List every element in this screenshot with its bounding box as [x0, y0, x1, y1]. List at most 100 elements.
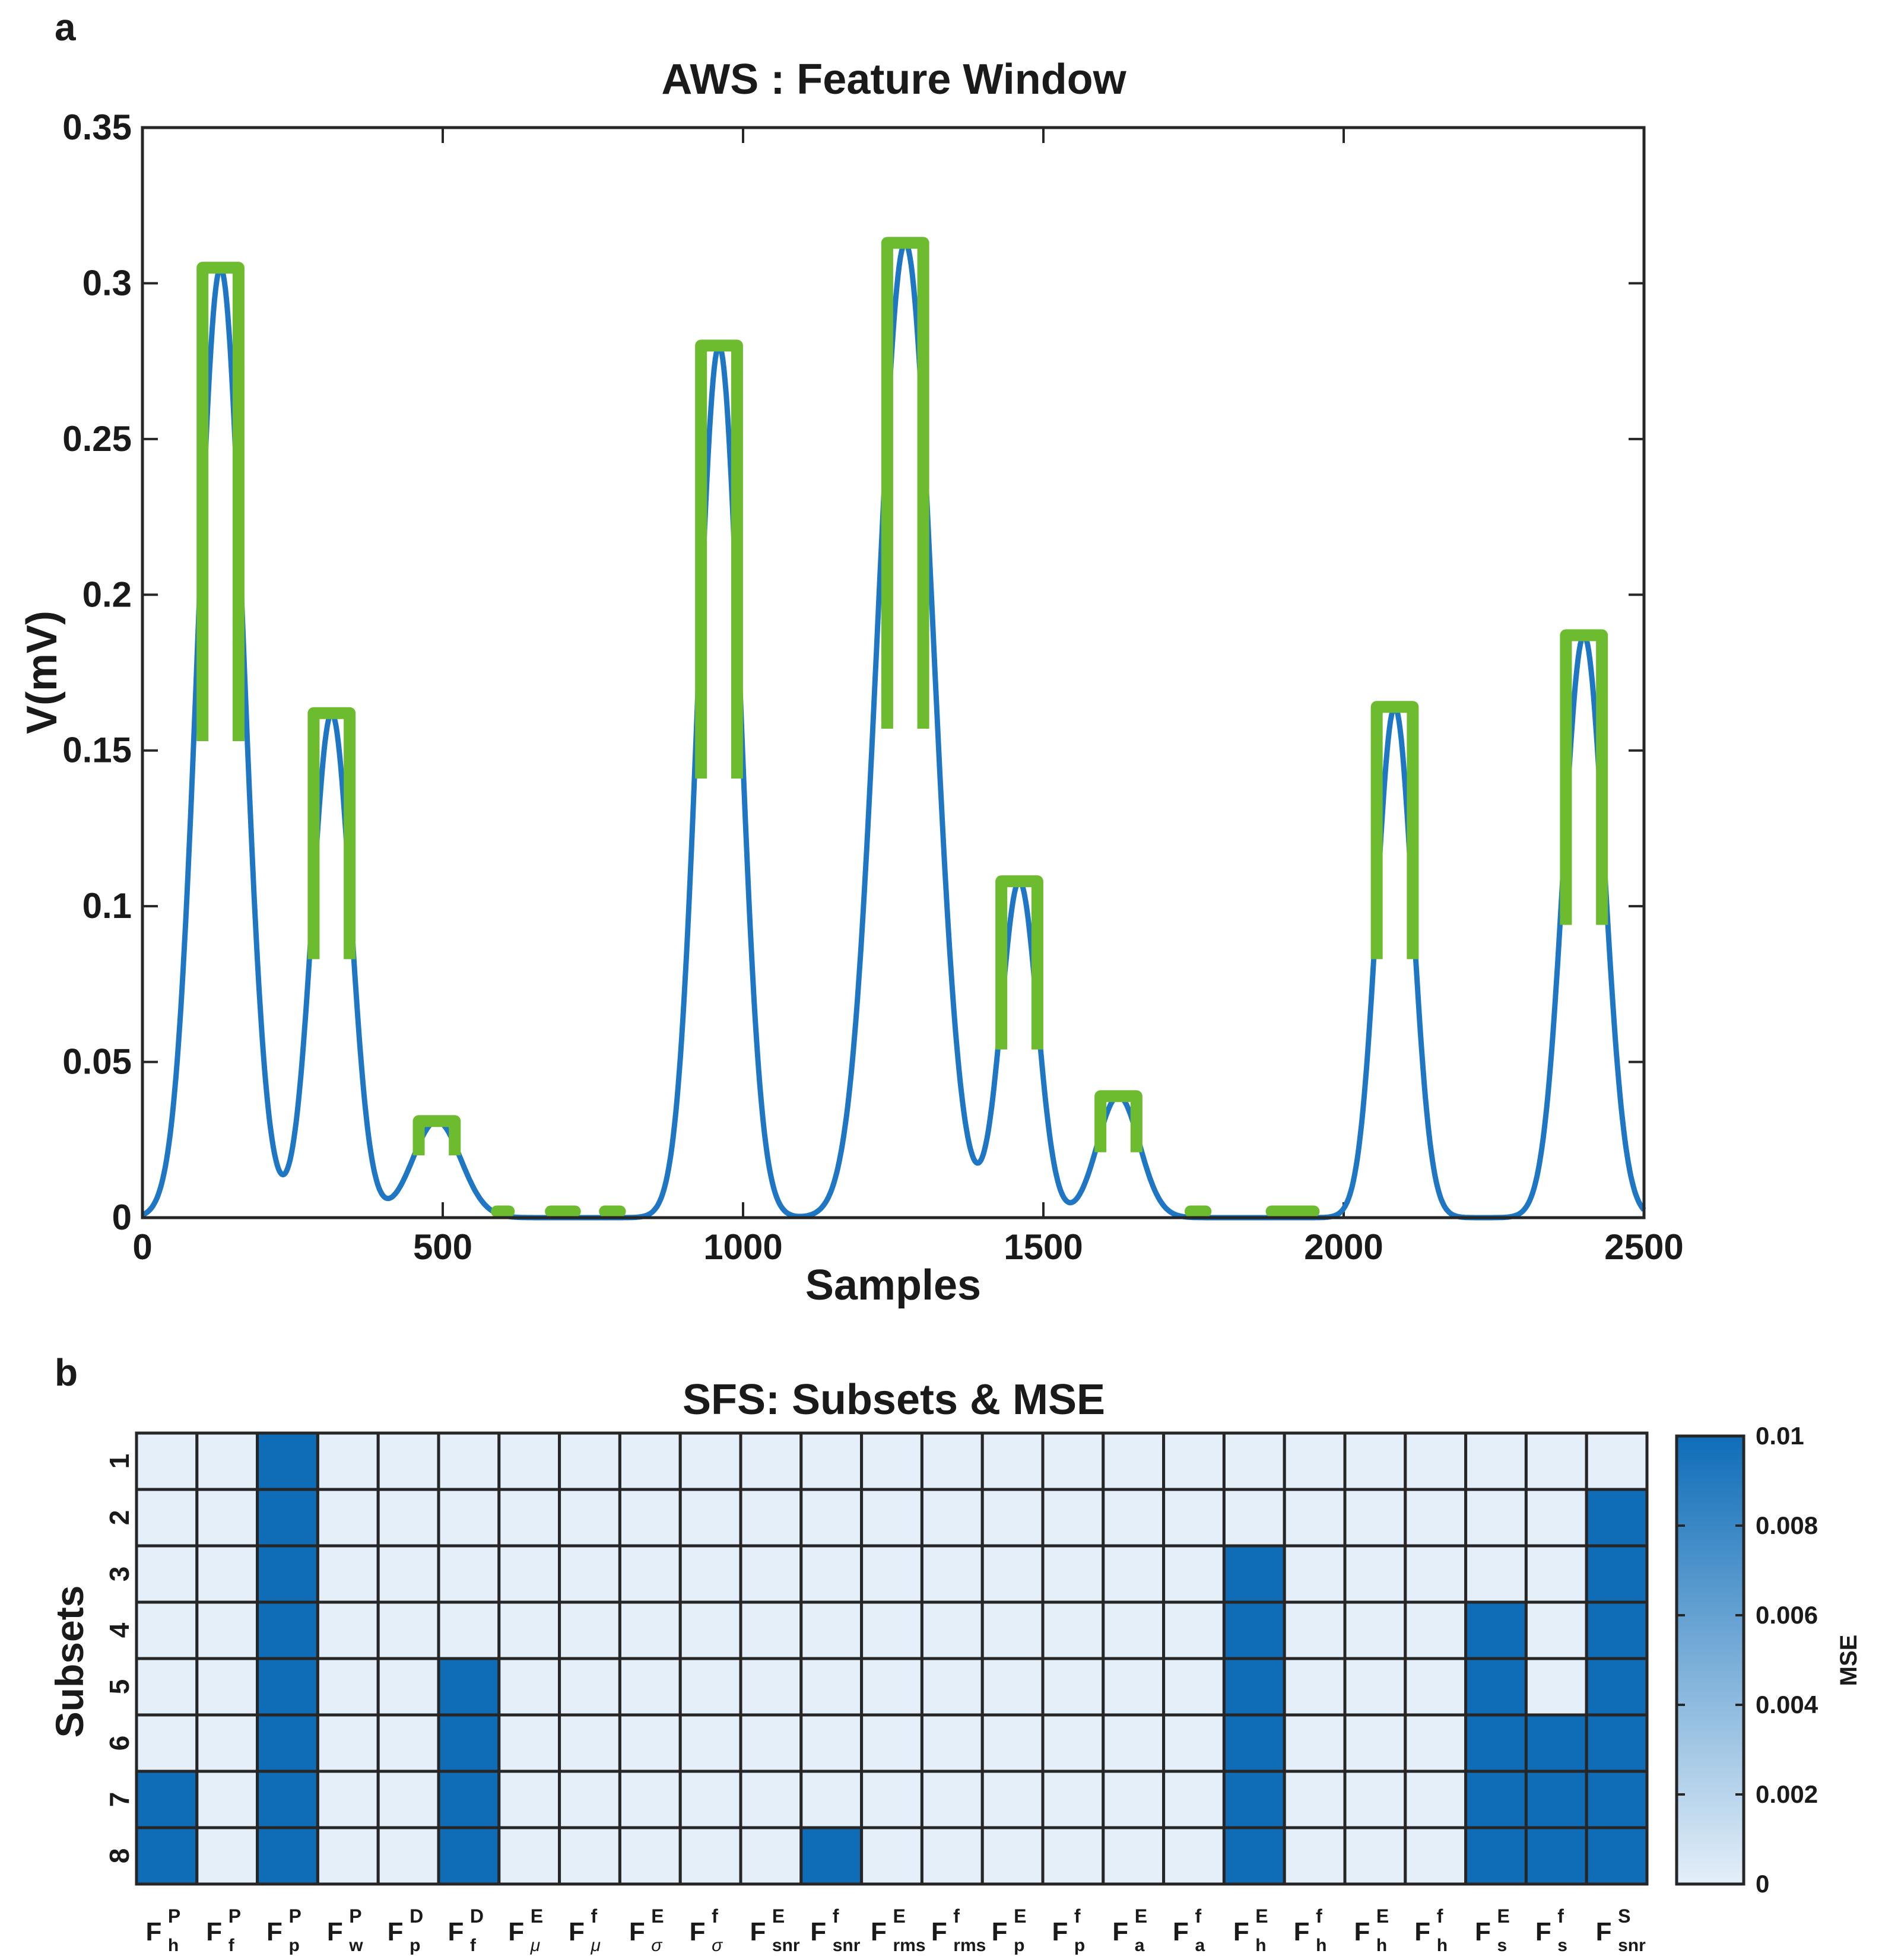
heatmap-cell [1343, 1713, 1407, 1773]
column-label-sub: snr [1618, 1936, 1646, 1955]
heatmap-cell [558, 1657, 621, 1717]
heatmap-cell [1404, 1600, 1468, 1660]
heatmap-cell [618, 1544, 682, 1604]
heatmap-cell [1283, 1544, 1347, 1604]
heatmap-cell [739, 1600, 803, 1660]
chart-a-xlabel: Samples [805, 1262, 981, 1309]
column-label-sub: rms [893, 1936, 926, 1955]
column-label-sub: h [1255, 1936, 1266, 1955]
heatmap-cell [376, 1488, 440, 1548]
column-label-sup: f [591, 1905, 598, 1927]
heatmap-column-label: Ffh [1294, 1905, 1327, 1955]
heatmap-cell [799, 1431, 864, 1491]
heatmap-cell [678, 1657, 742, 1717]
heatmap-cell [1524, 1544, 1588, 1604]
heatmap-cell [1283, 1488, 1347, 1548]
heatmap-cell [497, 1600, 561, 1660]
feature-window [881, 237, 929, 729]
column-label-base: F [508, 1917, 524, 1946]
heatmap-cell [558, 1544, 621, 1604]
x-tick-label: 1000 [703, 1227, 782, 1267]
column-label-sup: D [470, 1905, 484, 1927]
column-label-base: F [569, 1917, 585, 1946]
column-label-base: F [750, 1917, 766, 1946]
heatmap-cell [1343, 1770, 1407, 1829]
heatmap-row-label: 2 [104, 1510, 135, 1526]
heatmap-cell [980, 1770, 1045, 1829]
heatmap-cell [195, 1544, 259, 1604]
column-label-sup: P [228, 1905, 241, 1927]
heatmap-column-label: FEμ [508, 1905, 543, 1955]
column-label-sub: h [1376, 1936, 1387, 1955]
heatmap-column-label: FEa [1112, 1905, 1147, 1955]
heatmap-row-label: 4 [104, 1622, 135, 1638]
column-label-sup: P [168, 1905, 180, 1927]
heatmap-cell [980, 1657, 1045, 1717]
heatmap-row-labels: 1 2 3 4 5 6 7 8 [104, 1454, 135, 1864]
heatmap-cell [678, 1431, 742, 1491]
heatmap-cell [497, 1713, 561, 1773]
heatmap-cell [1343, 1657, 1407, 1717]
heatmap-cell [376, 1431, 440, 1491]
heatmap-cell [1102, 1826, 1166, 1886]
heatmap-cell [799, 1657, 864, 1717]
x-tick-label: 2000 [1304, 1227, 1383, 1267]
heatmap-cell [980, 1713, 1045, 1773]
heatmap-cell [860, 1600, 923, 1660]
column-label-base: F [1414, 1917, 1430, 1946]
heatmap-cell [920, 1431, 984, 1491]
colorbar-tick-label: 0.01 [1756, 1422, 1804, 1450]
heatmap-cell [739, 1544, 803, 1604]
column-label-sub: p [1074, 1936, 1085, 1955]
heatmap-cell [1524, 1770, 1588, 1829]
heatmap-column-label: FDp [388, 1905, 424, 1955]
heatmap-column-label: FDf [448, 1905, 484, 1955]
panel-b-letter: b [55, 1351, 78, 1394]
column-label-sup: f [953, 1905, 960, 1927]
heatmap-cell [1404, 1431, 1468, 1491]
heatmap-cell [860, 1488, 923, 1548]
heatmap-cell [1343, 1826, 1407, 1886]
heatmap-cell [739, 1826, 803, 1886]
heatmap-cell [739, 1770, 803, 1829]
heatmap-cell [316, 1544, 380, 1604]
heatmap-cell [1404, 1770, 1468, 1829]
column-label-base: F [1052, 1917, 1068, 1946]
heatmap-cell [1102, 1488, 1166, 1548]
heatmap-cell [135, 1770, 199, 1829]
colorbar-tick-label: 0.002 [1756, 1780, 1818, 1808]
heatmap-cell [1041, 1770, 1105, 1829]
chart-a-tick-labels: 0 500 1000 1500 2000 2500 0 0.05 0.1 0.15 0.2 0.25 0… [62, 107, 1684, 1267]
heatmap-cell [1404, 1713, 1468, 1773]
heatmap-cell [437, 1600, 501, 1660]
heatmap-cell [1464, 1770, 1528, 1829]
heatmap-cell [920, 1826, 984, 1886]
column-label-sup: f [1074, 1905, 1081, 1927]
column-label-sup: E [1255, 1905, 1268, 1927]
heatmap-cell [1222, 1713, 1286, 1773]
heatmap-cell [135, 1600, 199, 1660]
heatmap-cell [1162, 1657, 1226, 1717]
column-label-base: F [448, 1917, 464, 1946]
heatmap-cell [195, 1713, 259, 1773]
column-label-sub: s [1497, 1936, 1507, 1955]
heatmap-cell [799, 1826, 864, 1886]
column-label-sup: E [772, 1905, 785, 1927]
heatmap-cell [1524, 1713, 1588, 1773]
column-label-base: F [871, 1917, 887, 1946]
column-label-sup: E [531, 1905, 543, 1927]
heatmap-cell [1585, 1431, 1649, 1491]
heatmap-cell [1585, 1488, 1649, 1548]
column-label-base: F [1475, 1917, 1491, 1946]
column-label-sub: p [410, 1936, 420, 1955]
colorbar-tick-label: 0.004 [1756, 1691, 1818, 1718]
heatmap-cell [437, 1544, 501, 1604]
feature-window [1094, 1090, 1142, 1152]
heatmap-cell [1524, 1431, 1588, 1491]
heatmap-column-label: Ffs [1535, 1905, 1567, 1955]
heatmap-cell [799, 1770, 864, 1829]
column-label-sup: E [1376, 1905, 1389, 1927]
heatmap-cell [739, 1488, 803, 1548]
